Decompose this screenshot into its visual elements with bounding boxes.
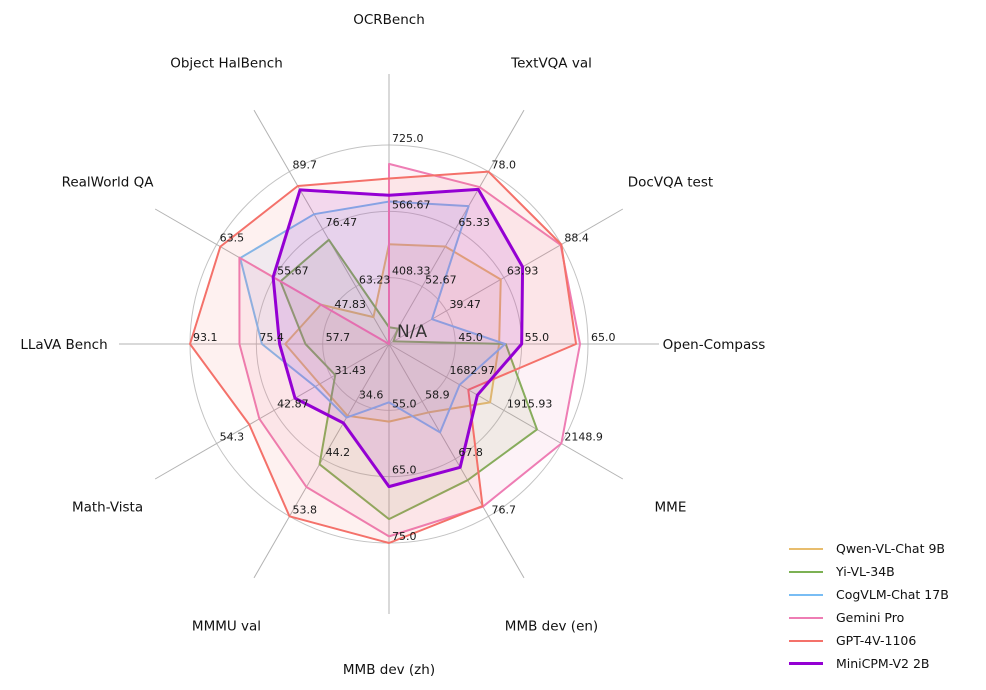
legend-item: GPT-4V-1106: [789, 629, 949, 652]
svg-text:67.8: 67.8: [458, 446, 483, 459]
svg-text:55.0: 55.0: [525, 331, 550, 344]
svg-text:47.83: 47.83: [335, 298, 367, 311]
svg-text:54.3: 54.3: [220, 431, 245, 444]
svg-text:LLaVA Bench: LLaVA Bench: [20, 337, 107, 353]
svg-text:58.9: 58.9: [425, 388, 450, 401]
svg-text:N/A: N/A: [397, 322, 427, 342]
svg-text:75.0: 75.0: [392, 530, 417, 543]
svg-text:42.87: 42.87: [277, 397, 309, 410]
svg-text:TextVQA val: TextVQA val: [510, 56, 592, 72]
legend-swatch: [789, 639, 823, 642]
legend-swatch: [789, 662, 823, 665]
svg-text:88.4: 88.4: [564, 232, 589, 245]
legend-item: MiniCPM-V2 2B: [789, 652, 949, 675]
svg-text:63.5: 63.5: [220, 232, 245, 245]
svg-text:75.4: 75.4: [259, 331, 284, 344]
svg-text:39.47: 39.47: [449, 298, 481, 311]
svg-text:Math-Vista: Math-Vista: [72, 500, 143, 516]
svg-text:65.0: 65.0: [392, 464, 417, 477]
svg-text:63.23: 63.23: [359, 274, 391, 287]
svg-text:MMB dev (en): MMB dev (en): [505, 618, 598, 634]
svg-text:78.0: 78.0: [492, 159, 517, 172]
svg-text:Object HalBench: Object HalBench: [170, 56, 283, 72]
svg-text:34.6: 34.6: [359, 388, 384, 401]
svg-text:65.0: 65.0: [591, 331, 616, 344]
svg-text:76.7: 76.7: [492, 503, 517, 516]
svg-text:566.67: 566.67: [392, 198, 431, 211]
legend-swatch: [789, 616, 823, 619]
svg-text:65.33: 65.33: [458, 216, 490, 229]
svg-text:1915.93: 1915.93: [507, 397, 553, 410]
svg-text:53.8: 53.8: [293, 503, 318, 516]
svg-text:MME: MME: [655, 500, 687, 516]
legend-label: MiniCPM-V2 2B: [836, 656, 930, 671]
legend-label: Gemini Pro: [836, 610, 905, 625]
svg-text:2148.9: 2148.9: [564, 431, 603, 444]
legend-item: Gemini Pro: [789, 606, 949, 629]
svg-text:OCRBench: OCRBench: [353, 12, 425, 28]
svg-text:52.67: 52.67: [425, 274, 457, 287]
svg-text:DocVQA test: DocVQA test: [628, 175, 713, 191]
svg-text:76.47: 76.47: [326, 216, 358, 229]
svg-text:44.2: 44.2: [326, 446, 351, 459]
svg-text:725.0: 725.0: [392, 132, 424, 145]
legend-swatch: [789, 593, 823, 596]
legend-swatch: [789, 547, 823, 550]
legend-label: GPT-4V-1106: [836, 633, 917, 648]
legend-label: Qwen-VL-Chat 9B: [836, 541, 945, 556]
legend-item: CogVLM-Chat 17B: [789, 583, 949, 606]
legend-swatch: [789, 570, 823, 573]
svg-text:1682.97: 1682.97: [449, 364, 495, 377]
legend: Qwen-VL-Chat 9B Yi-VL-34B CogVLM-Chat 17…: [789, 537, 949, 675]
svg-text:RealWorld QA: RealWorld QA: [62, 175, 155, 191]
svg-text:63.93: 63.93: [507, 265, 539, 278]
svg-text:93.1: 93.1: [193, 331, 218, 344]
svg-text:31.43: 31.43: [335, 364, 367, 377]
svg-text:55.0: 55.0: [392, 397, 417, 410]
legend-label: CogVLM-Chat 17B: [836, 587, 949, 602]
legend-item: Yi-VL-34B: [789, 560, 949, 583]
svg-text:89.7: 89.7: [293, 159, 318, 172]
svg-text:Open-Compass: Open-Compass: [663, 337, 766, 353]
legend-item: Qwen-VL-Chat 9B: [789, 537, 949, 560]
svg-text:57.7: 57.7: [326, 331, 351, 344]
svg-text:45.0: 45.0: [458, 331, 483, 344]
svg-text:MMB dev (zh): MMB dev (zh): [343, 662, 435, 678]
svg-text:MMMU val: MMMU val: [192, 618, 261, 634]
svg-text:408.33: 408.33: [392, 265, 431, 278]
svg-text:55.67: 55.67: [277, 265, 309, 278]
legend-label: Yi-VL-34B: [836, 564, 895, 579]
